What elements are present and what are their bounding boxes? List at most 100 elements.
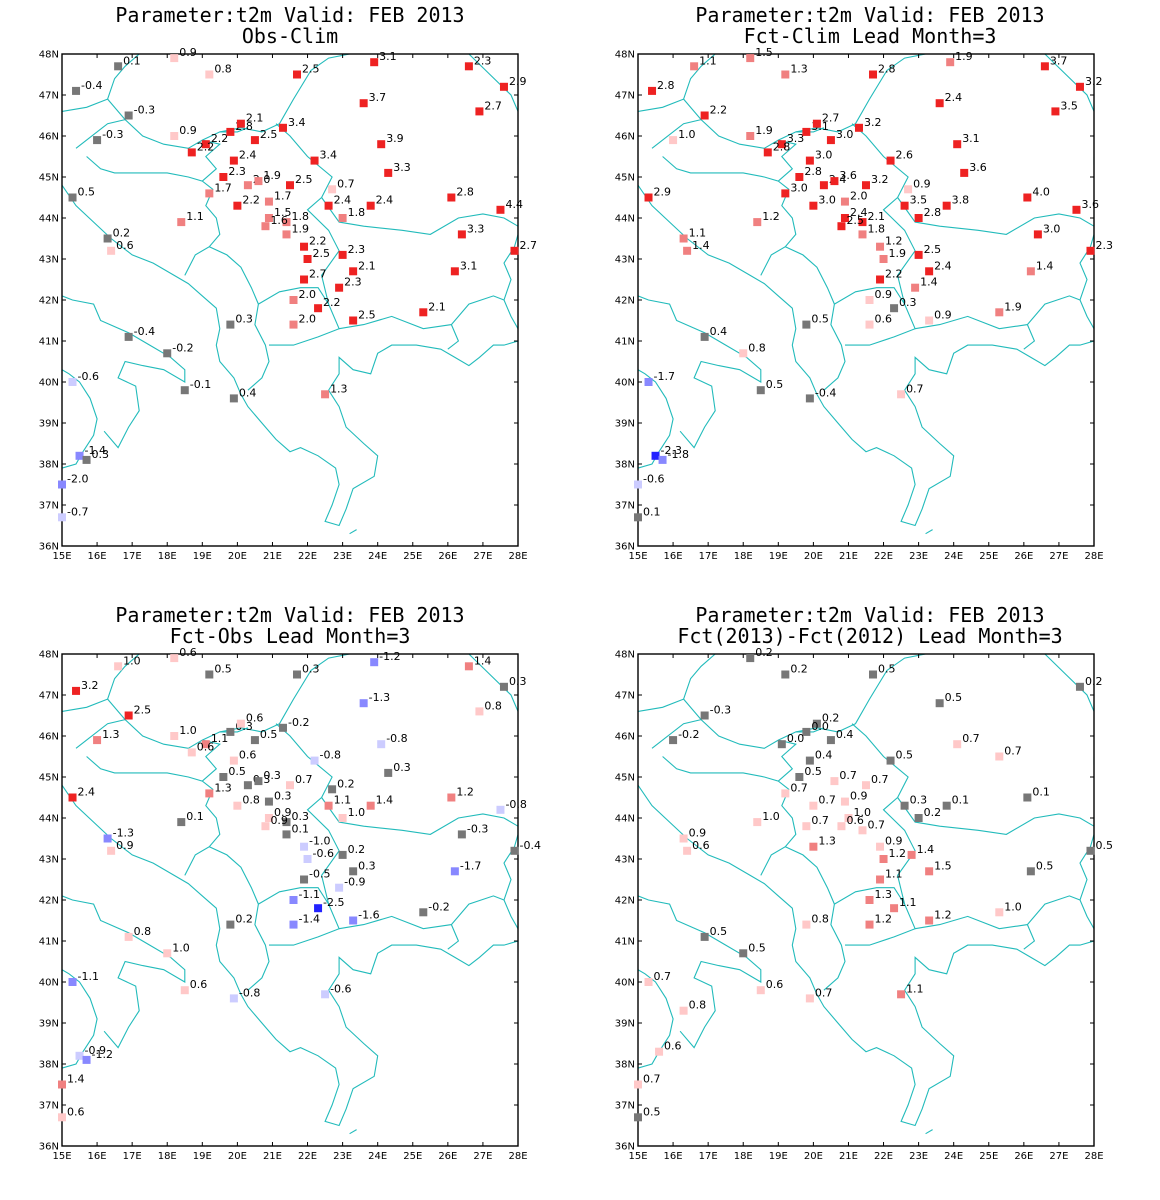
station-marker [303, 855, 312, 863]
station-marker [805, 756, 814, 765]
station-marker [648, 86, 657, 95]
station-value-label: 0.8 [214, 63, 232, 76]
station-value-label: 1.7 [214, 181, 232, 194]
station-marker [264, 797, 273, 806]
station-marker [321, 990, 330, 999]
station-value-label: 0.4 [239, 386, 257, 399]
lat-tick-label: 38N [615, 460, 635, 471]
station-marker [900, 801, 909, 810]
station-value-label: 4.4 [505, 198, 523, 211]
lon-tick-label: 19E [193, 551, 212, 562]
station-value-label: 2.2 [211, 132, 229, 145]
station-value-label: 2.4 [850, 206, 868, 219]
station-marker [58, 1080, 66, 1089]
station-value-label: 2.1 [358, 259, 376, 272]
lat-tick-label: 43N [39, 255, 59, 266]
station-marker [1040, 62, 1049, 71]
station-value-label: 2.8 [924, 206, 942, 219]
station-marker [254, 777, 263, 786]
station-marker [457, 830, 466, 839]
station-value-label: 2.0 [850, 190, 868, 203]
station-marker [384, 168, 393, 177]
station-marker [886, 156, 895, 165]
station-marker [900, 201, 909, 210]
station-value-label: 0.9 [274, 806, 292, 819]
station-marker [314, 304, 323, 313]
station-value-label: 1.0 [1004, 900, 1022, 913]
station-marker [914, 250, 923, 259]
station-marker [447, 193, 456, 202]
lat-tick-label: 47N [39, 691, 59, 702]
map-panel-fct-diff: Parameter:t2m Valid: FEB 2013 Fct(2013)-… [580, 600, 1160, 1200]
station-marker [370, 658, 379, 667]
station-marker [795, 173, 804, 181]
lon-tick-label: 21E [263, 551, 282, 562]
station-marker [914, 814, 923, 822]
station-value-label: 0.6 [197, 740, 215, 753]
lat-tick-label: 43N [615, 855, 635, 866]
station-value-label: 1.4 [376, 794, 394, 807]
station-value-label: 0.8 [484, 699, 502, 712]
station-marker [250, 736, 259, 745]
station-value-label: 0.2 [337, 777, 355, 790]
station-value-label: 0.8 [242, 794, 260, 807]
station-marker [72, 686, 81, 695]
station-marker [812, 719, 821, 728]
station-marker [68, 193, 77, 202]
station-marker [746, 654, 755, 663]
station-value-label: -0.3 [134, 104, 155, 117]
station-marker [68, 378, 77, 386]
station-marker [82, 1055, 91, 1064]
lat-tick-label: 40N [615, 978, 635, 989]
station-marker [753, 218, 762, 227]
station-value-label: -1.3 [369, 691, 390, 704]
lon-tick-label: 24E [368, 1151, 387, 1162]
station-marker [93, 136, 102, 145]
station-marker [739, 349, 748, 358]
station-value-label: 2.8 [456, 186, 474, 199]
station-value-label: -1.2 [379, 650, 400, 663]
station-value-label: 3.7 [1050, 54, 1068, 67]
station-marker [953, 140, 962, 149]
station-value-label: 2.5 [260, 128, 278, 141]
station-marker [781, 670, 790, 679]
lat-tick-label: 40N [615, 378, 635, 389]
station-marker [995, 308, 1004, 317]
station-marker [858, 230, 867, 239]
station-marker [205, 670, 214, 679]
station-value-label: 0.4 [710, 325, 728, 338]
station-value-label: 0.1 [1032, 786, 1050, 799]
station-marker [75, 1051, 84, 1060]
lon-tick-label: 18E [158, 1151, 177, 1162]
lat-tick-label: 37N [39, 501, 59, 512]
station-value-label: 3.5 [910, 194, 928, 207]
station-value-label: 1.2 [456, 786, 474, 799]
station-value-label: 2.5 [295, 173, 313, 186]
station-value-label: 0.5 [260, 728, 278, 741]
station-value-label: 3.2 [871, 173, 889, 186]
station-value-label: -1.1 [78, 970, 99, 983]
station-value-label: -0.5 [309, 868, 330, 881]
lat-tick-label: 47N [615, 691, 635, 702]
station-marker [805, 156, 814, 165]
station-value-label: 2.4 [376, 194, 394, 207]
coastlines [62, 654, 518, 1135]
station-value-label: 0.3 [393, 761, 411, 774]
station-value-label: 2.4 [934, 259, 952, 272]
lat-tick-label: 48N [615, 650, 635, 661]
station-marker [233, 801, 242, 810]
lon-tick-label: 27E [473, 551, 492, 562]
station-marker [935, 99, 944, 108]
station-marker [499, 82, 508, 91]
lat-tick-label: 42N [615, 296, 635, 307]
station-value-label: 0.5 [811, 313, 829, 326]
station-marker [1086, 846, 1095, 855]
lat-tick-label: 47N [615, 91, 635, 102]
station-value-label: 1.3 [818, 835, 836, 848]
station-marker [177, 818, 186, 827]
station-value-label: 0.7 [1004, 745, 1022, 758]
station-value-label: 1.3 [790, 63, 808, 76]
station-marker [163, 949, 172, 958]
station-marker [634, 513, 642, 522]
panel-title-line1: Parameter:t2m Valid: FEB 2013 [695, 603, 1045, 627]
